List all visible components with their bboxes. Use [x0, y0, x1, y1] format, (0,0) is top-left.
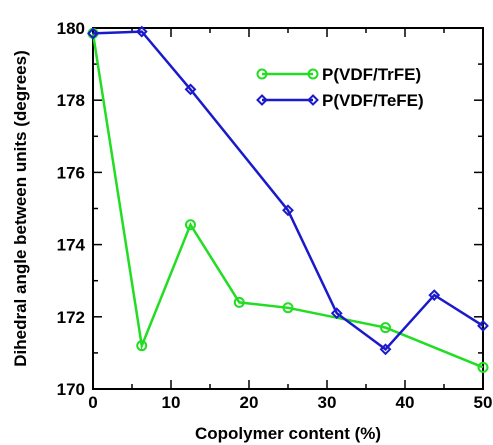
y-axis-label: Dihedral angle between units (degrees)	[11, 50, 30, 366]
x-tick-label: 30	[318, 393, 337, 412]
series-2	[87, 25, 489, 356]
data-point	[380, 322, 391, 334]
x-tick-label: 40	[396, 393, 415, 412]
x-tick-label: 20	[240, 393, 259, 412]
data-point	[282, 302, 294, 314]
data-point	[379, 343, 392, 356]
x-tick-label: 0	[88, 393, 97, 412]
legend-item: P(VDF/TrFE)	[256, 65, 421, 84]
data-point	[135, 25, 148, 38]
legend: P(VDF/TrFE) P(VDF/TeFE)	[256, 65, 424, 110]
legend-marker	[256, 68, 268, 80]
y-tick-label: 176	[57, 163, 85, 182]
y-tick-label: 172	[57, 308, 85, 327]
series-line	[92, 30, 484, 351]
data-point	[428, 289, 441, 302]
legend-marker	[256, 94, 268, 106]
data-point	[87, 27, 99, 40]
legend-label: P(VDF/TeFE)	[322, 91, 424, 110]
data-point	[136, 340, 148, 352]
data-point	[330, 307, 343, 320]
data-point	[477, 319, 489, 332]
x-axis-label: Copolymer content (%)	[195, 424, 381, 443]
data-point	[233, 296, 245, 308]
legend-label: P(VDF/TrFE)	[322, 65, 421, 84]
series-1	[87, 27, 489, 373]
axis-ticks: 0 10 20 30 40 50 170 172 174 176 178 180	[57, 19, 493, 412]
data-point	[477, 361, 489, 373]
y-tick-label: 170	[57, 380, 85, 399]
legend-marker	[307, 68, 319, 80]
y-tick-label: 180	[57, 19, 85, 38]
data-point	[282, 204, 294, 217]
y-tick-label: 174	[57, 236, 86, 255]
legend-item: P(VDF/TeFE)	[256, 91, 424, 110]
x-tick-label: 50	[474, 393, 493, 412]
series-line	[91, 33, 484, 369]
series-layer	[87, 25, 489, 373]
legend-marker	[307, 94, 319, 106]
data-point	[185, 219, 196, 231]
x-tick-label: 10	[162, 393, 181, 412]
y-tick-label: 178	[57, 91, 85, 110]
data-point	[184, 83, 197, 96]
